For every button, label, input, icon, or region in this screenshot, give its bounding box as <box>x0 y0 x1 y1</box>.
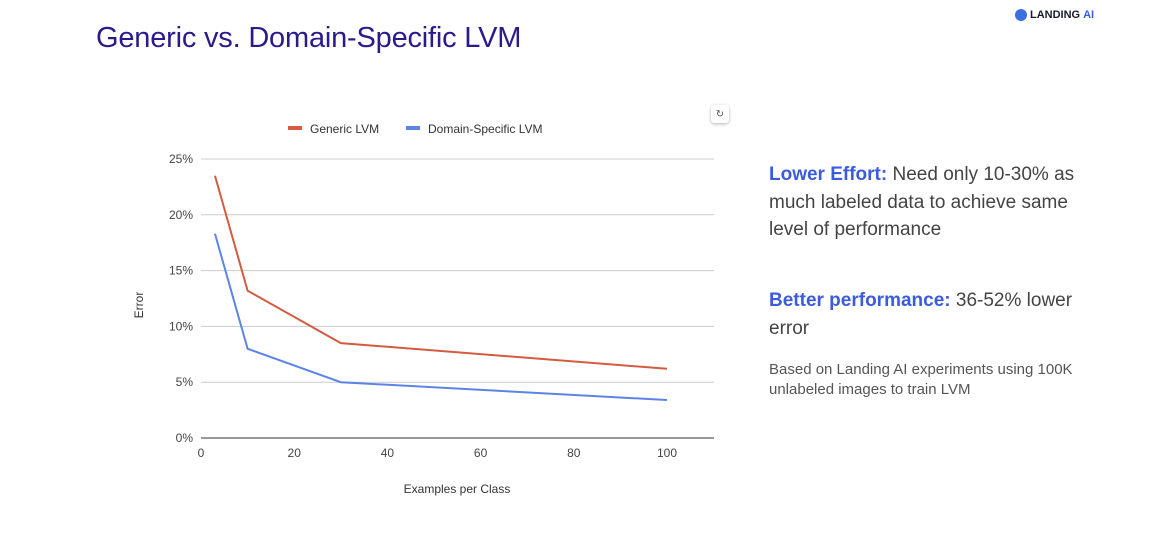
point-highlight: Better performance: <box>769 290 951 311</box>
refresh-icon[interactable]: ↻ <box>711 105 729 123</box>
logo-accent: AI <box>1083 9 1095 21</box>
x-tick-label: 60 <box>474 446 488 460</box>
series-line-0 <box>214 175 668 370</box>
y-tick-label: 10% <box>169 319 193 333</box>
x-tick-label: 100 <box>657 446 677 460</box>
point-text: Need only 10-30% as much labeled data to… <box>769 164 1075 240</box>
y-tick-label: 5% <box>176 375 194 389</box>
series-line-1 <box>214 233 668 402</box>
slide-title: Generic vs. Domain-Specific LVM <box>96 22 522 54</box>
x-tick-label: 20 <box>288 446 302 460</box>
landing-ai-logo: LANDING AI <box>1015 9 1094 21</box>
y-axis-title: Error <box>132 292 146 319</box>
legend-label: Domain-Specific LVM <box>428 122 542 136</box>
point-text: 36-52% lower error <box>769 290 1073 339</box>
x-axis-title: Examples per Class <box>404 482 511 496</box>
x-tick-label: 0 <box>198 446 205 460</box>
logo-icon <box>1015 9 1027 21</box>
y-tick-label: 25% <box>169 152 193 166</box>
footnote: Based on Landing AI experiments using 10… <box>769 361 1073 398</box>
point-highlight: Lower Effort: <box>769 164 888 185</box>
y-tick-label: 15% <box>169 264 193 278</box>
legend-swatch <box>288 126 302 130</box>
y-tick-label: 20% <box>169 208 193 222</box>
point-lower-effort: Lower Effort: Need only 10-30% as much l… <box>769 161 1099 244</box>
legend-label: Generic LVM <box>310 122 379 136</box>
y-tick-label: 0% <box>176 431 194 445</box>
x-tick-label: 80 <box>567 446 581 460</box>
legend-swatch <box>406 126 420 130</box>
x-tick-label: 40 <box>381 446 395 460</box>
point-better-performance: Better performance: 36-52% lower error <box>769 287 1099 342</box>
logo-text: LANDING <box>1030 9 1081 21</box>
